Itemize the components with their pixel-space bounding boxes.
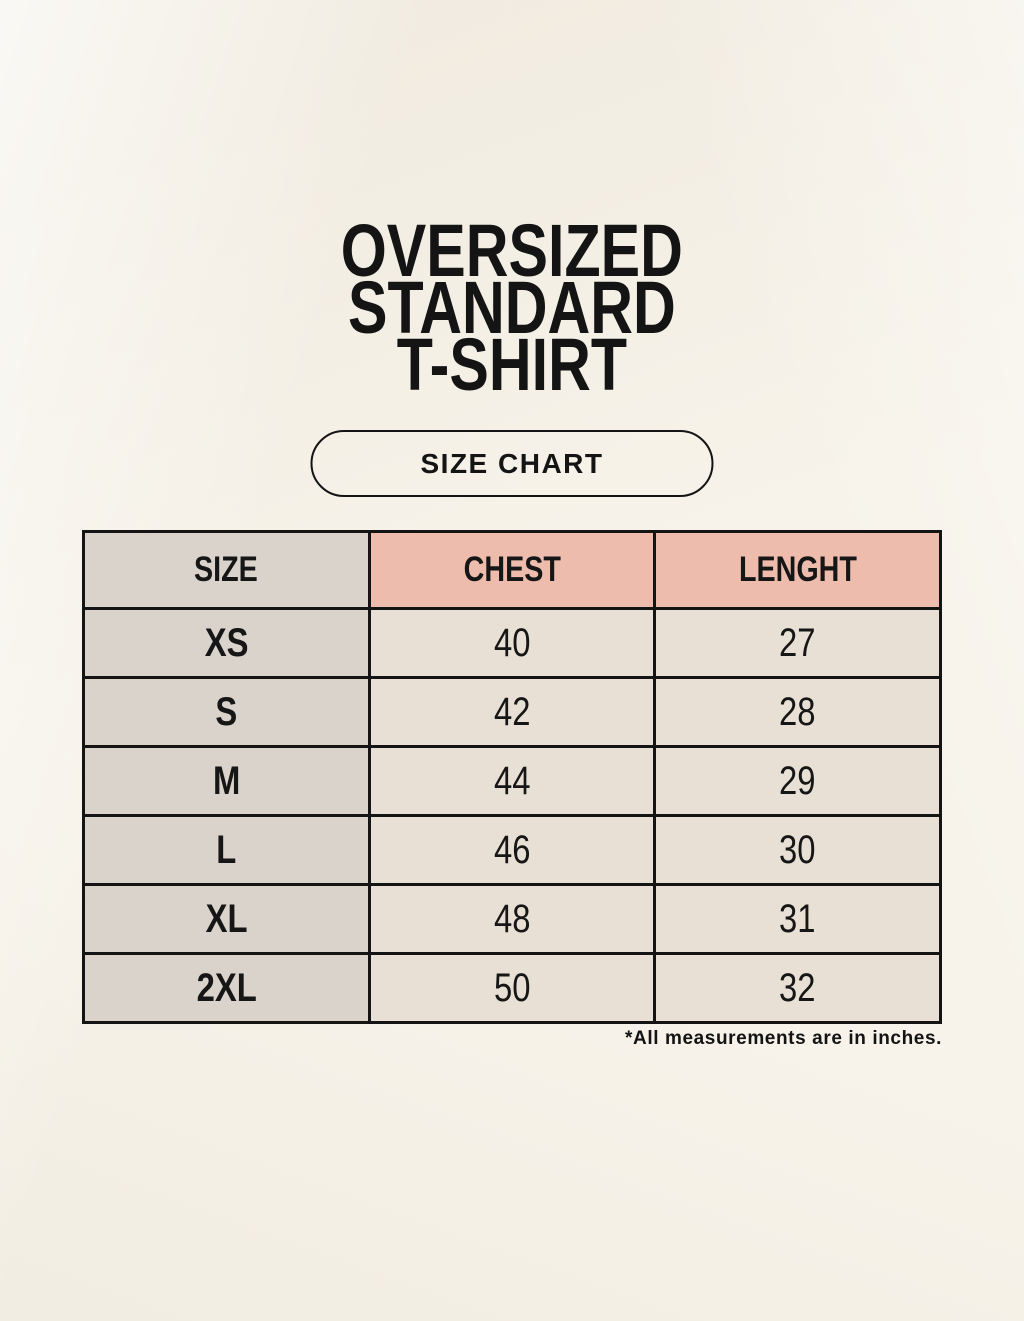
length-value-cell: 30 (656, 817, 939, 883)
title-line: OVERSIZED (0, 209, 1024, 292)
size-chart-button[interactable]: SIZE CHART (310, 430, 714, 497)
header-cell-lenght-label: LENGHT (738, 550, 857, 589)
size-label: S (215, 689, 238, 734)
length-value: 31 (779, 896, 816, 941)
header-cell-size-label: SIZE (194, 550, 259, 589)
chest-value-cell: 42 (370, 679, 654, 745)
chest-value-cell: 46 (370, 817, 654, 883)
measurements-footnote: *All measurements are in inches. (625, 1028, 942, 1049)
size-chart-button-label: SIZE CHART (420, 447, 604, 479)
chest-value-cell: 40 (370, 610, 654, 676)
size-label: 2XL (196, 965, 257, 1010)
size-label: XS (204, 620, 249, 665)
size-label-cell: L (85, 817, 368, 883)
size-label-cell: S (85, 679, 368, 745)
chest-value: 44 (493, 758, 531, 803)
title-line: STANDARD (0, 266, 1024, 349)
length-value-cell: 31 (656, 886, 939, 952)
chest-value-cell: 48 (370, 886, 654, 952)
length-value: 29 (779, 758, 816, 803)
length-value: 30 (779, 827, 816, 872)
length-value-cell: 28 (656, 679, 939, 745)
size-label-cell: XS (85, 610, 368, 676)
length-value: 27 (779, 620, 816, 665)
length-value: 28 (779, 689, 816, 734)
chest-value: 48 (493, 896, 531, 941)
title-line-text: OVERSIZED (340, 209, 684, 292)
size-label-cell: 2XL (85, 955, 368, 1021)
length-value-cell: 27 (656, 610, 939, 676)
chest-value-cell: 44 (370, 748, 654, 814)
title-line-text: STANDARD (348, 266, 676, 349)
header-cell-lenght: LENGHT (656, 533, 939, 607)
chest-value-cell: 50 (370, 955, 654, 1021)
page-title: OVERSIZED STANDARD T-SHIRT (0, 209, 1024, 406)
title-line: T-SHIRT (0, 323, 1024, 406)
header-cell-chest: CHEST (370, 533, 654, 607)
chest-value: 46 (493, 827, 531, 872)
size-label-cell: M (85, 748, 368, 814)
size-label: L (216, 827, 237, 872)
length-value-cell: 29 (656, 748, 939, 814)
length-value-cell: 32 (656, 955, 939, 1021)
size-label: M (212, 758, 240, 803)
length-value: 32 (779, 965, 816, 1010)
size-label-cell: XL (85, 886, 368, 952)
title-line-text: T-SHIRT (396, 323, 628, 406)
size-label: XL (205, 896, 248, 941)
chest-value: 42 (493, 689, 531, 734)
header-cell-size: SIZE (85, 533, 368, 607)
chest-value: 40 (493, 620, 531, 665)
size-table: SIZE CHEST LENGHT XS 40 27 S 42 28 M 44 … (82, 530, 942, 1024)
chest-value: 50 (493, 965, 531, 1010)
header-cell-chest-label: CHEST (463, 550, 561, 589)
